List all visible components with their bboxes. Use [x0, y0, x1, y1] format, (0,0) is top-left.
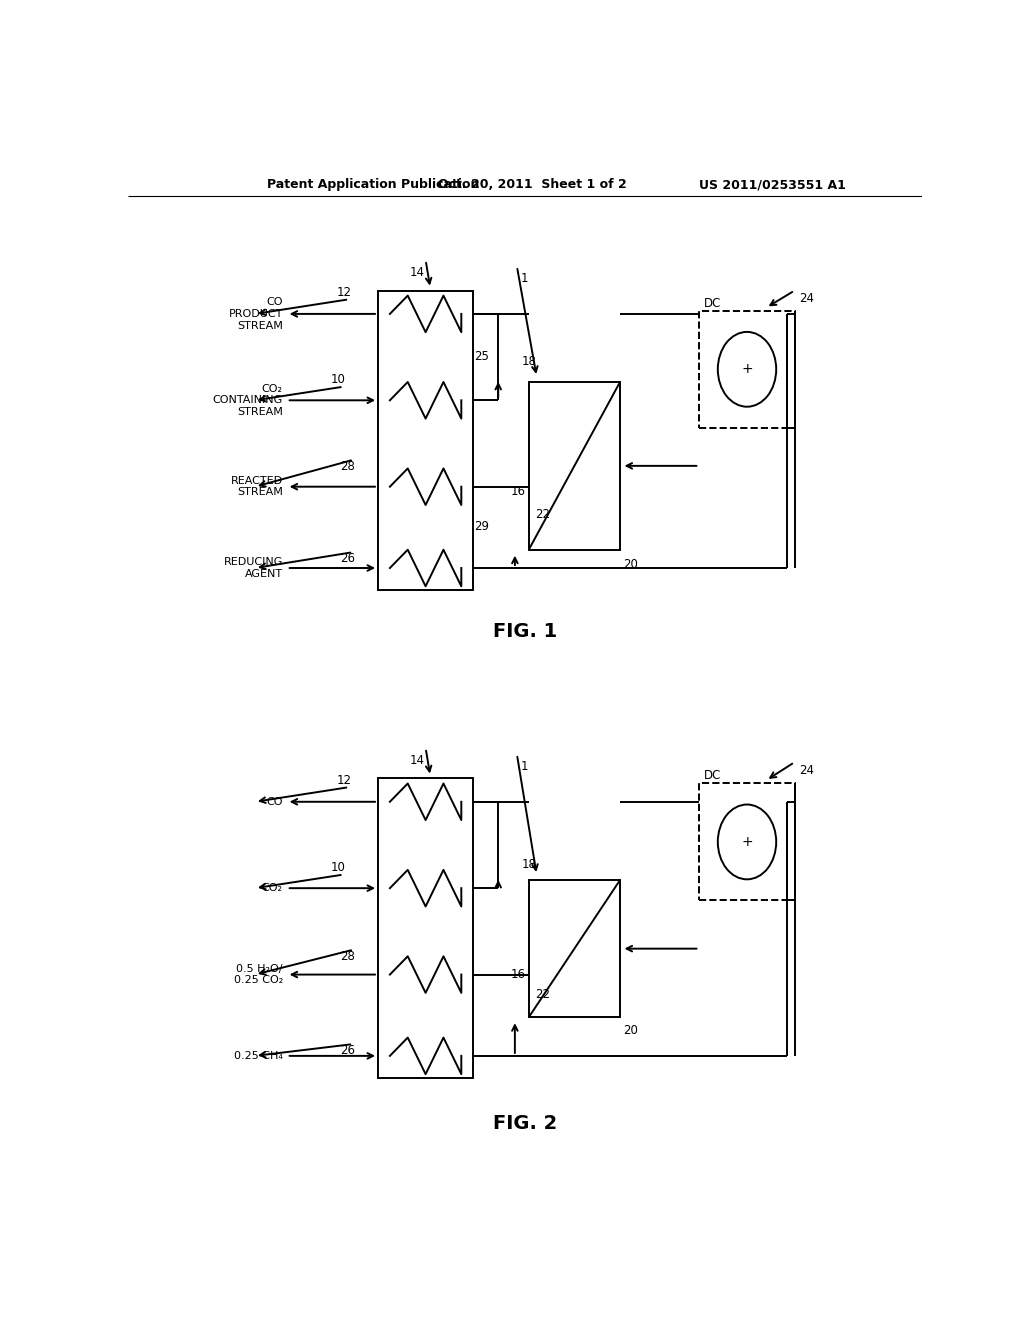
- Text: 24: 24: [799, 764, 814, 776]
- Text: 25: 25: [474, 350, 488, 363]
- Text: 18: 18: [521, 858, 537, 871]
- Text: 26: 26: [340, 552, 355, 565]
- Text: 20: 20: [623, 1024, 638, 1038]
- Bar: [378, 290, 473, 590]
- Bar: [528, 381, 621, 549]
- Bar: [378, 779, 473, 1078]
- Bar: [699, 312, 795, 428]
- Text: 0.25 CH₄: 0.25 CH₄: [233, 1051, 283, 1061]
- Text: 16: 16: [511, 968, 526, 981]
- Text: Patent Application Publication: Patent Application Publication: [267, 178, 479, 191]
- Text: +: +: [741, 836, 753, 849]
- Text: 26: 26: [340, 1044, 355, 1057]
- Text: 24: 24: [799, 292, 814, 305]
- Text: 16: 16: [511, 486, 526, 498]
- Text: 1: 1: [521, 760, 528, 772]
- Text: DC: DC: [705, 768, 722, 781]
- Text: 10: 10: [331, 374, 346, 387]
- Text: FIG. 1: FIG. 1: [493, 622, 557, 640]
- Text: 0.5 H₂O/
0.25 CO₂: 0.5 H₂O/ 0.25 CO₂: [233, 964, 283, 985]
- Text: 18: 18: [521, 355, 537, 368]
- Text: US 2011/0253551 A1: US 2011/0253551 A1: [699, 178, 846, 191]
- Text: +: +: [741, 362, 753, 376]
- Text: 28: 28: [340, 950, 355, 962]
- Text: 12: 12: [336, 774, 351, 787]
- Text: 22: 22: [535, 508, 550, 520]
- Text: REACTED
STREAM: REACTED STREAM: [230, 477, 283, 498]
- Text: 29: 29: [474, 520, 488, 533]
- Text: DC: DC: [705, 297, 722, 310]
- Text: 1: 1: [521, 272, 528, 285]
- Text: CO: CO: [266, 797, 283, 807]
- Text: 14: 14: [411, 754, 425, 767]
- Text: REDUCING
AGENT: REDUCING AGENT: [223, 557, 283, 578]
- Text: CO₂
CONTAINING
STREAM: CO₂ CONTAINING STREAM: [213, 384, 283, 417]
- Text: FIG. 2: FIG. 2: [493, 1114, 557, 1134]
- Text: 20: 20: [623, 558, 638, 572]
- Bar: [528, 880, 621, 1018]
- Text: CO
PRODUCT
STREAM: CO PRODUCT STREAM: [228, 297, 283, 330]
- Text: 14: 14: [411, 265, 425, 279]
- Text: 12: 12: [336, 286, 351, 300]
- Text: 22: 22: [535, 989, 550, 1002]
- Text: CO₂: CO₂: [262, 883, 283, 894]
- Text: Oct. 20, 2011  Sheet 1 of 2: Oct. 20, 2011 Sheet 1 of 2: [437, 178, 627, 191]
- Text: 10: 10: [331, 862, 346, 874]
- Text: 28: 28: [340, 459, 355, 473]
- Bar: [699, 784, 795, 900]
